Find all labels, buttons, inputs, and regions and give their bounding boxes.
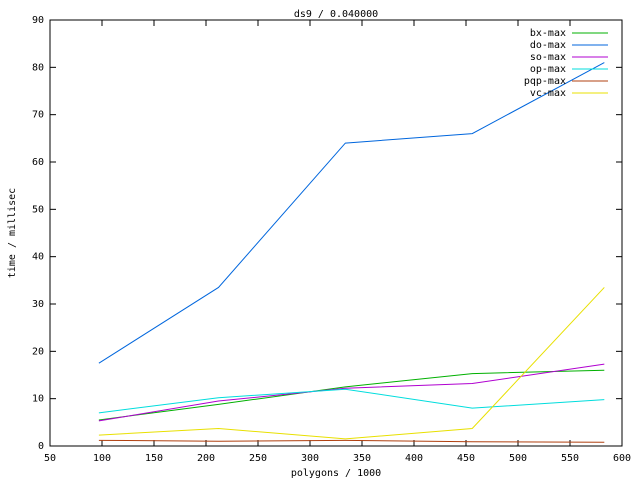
x-axis-label: polygons / 1000 bbox=[291, 468, 381, 479]
x-tick-label: 500 bbox=[509, 453, 527, 464]
legend-label: pqp-max bbox=[524, 76, 566, 87]
y-tick-label: 20 bbox=[32, 346, 44, 357]
x-tick-label: 600 bbox=[613, 453, 631, 464]
series-line bbox=[98, 439, 605, 443]
legend-label: op-max bbox=[530, 64, 566, 75]
y-tick-label: 70 bbox=[32, 110, 44, 121]
y-tick-label: 50 bbox=[32, 204, 44, 215]
series-line bbox=[98, 388, 605, 414]
plot-frame bbox=[49, 19, 623, 447]
x-tick-label: 400 bbox=[405, 453, 423, 464]
series-line bbox=[98, 369, 605, 421]
series-line bbox=[98, 287, 605, 440]
chart-title: ds9 / 0.040000 bbox=[294, 9, 378, 20]
x-tick-label: 350 bbox=[353, 453, 371, 464]
x-tick-label: 300 bbox=[301, 453, 319, 464]
y-tick-label: 80 bbox=[32, 62, 44, 73]
x-tick-label: 450 bbox=[457, 453, 475, 464]
x-tick-label: 50 bbox=[44, 453, 56, 464]
x-tick-label: 250 bbox=[249, 453, 267, 464]
y-tick-label: 40 bbox=[32, 252, 44, 263]
x-tick-label: 550 bbox=[561, 453, 579, 464]
legend-label: vc-max bbox=[530, 88, 566, 99]
y-axis-label: time / millisec bbox=[7, 188, 18, 278]
y-tick-label: 90 bbox=[32, 15, 44, 26]
series-line bbox=[98, 363, 605, 422]
legend-label: bx-max bbox=[530, 28, 566, 39]
x-tick-label: 100 bbox=[93, 453, 111, 464]
y-tick-label: 0 bbox=[38, 441, 44, 452]
y-tick-label: 30 bbox=[32, 299, 44, 310]
x-tick-label: 150 bbox=[145, 453, 163, 464]
legend-label: do-max bbox=[530, 40, 566, 51]
y-tick-label: 10 bbox=[32, 394, 44, 405]
x-tick-label: 200 bbox=[197, 453, 215, 464]
y-tick-label: 60 bbox=[32, 157, 44, 168]
legend-label: so-max bbox=[530, 52, 566, 63]
series-line bbox=[98, 62, 605, 364]
